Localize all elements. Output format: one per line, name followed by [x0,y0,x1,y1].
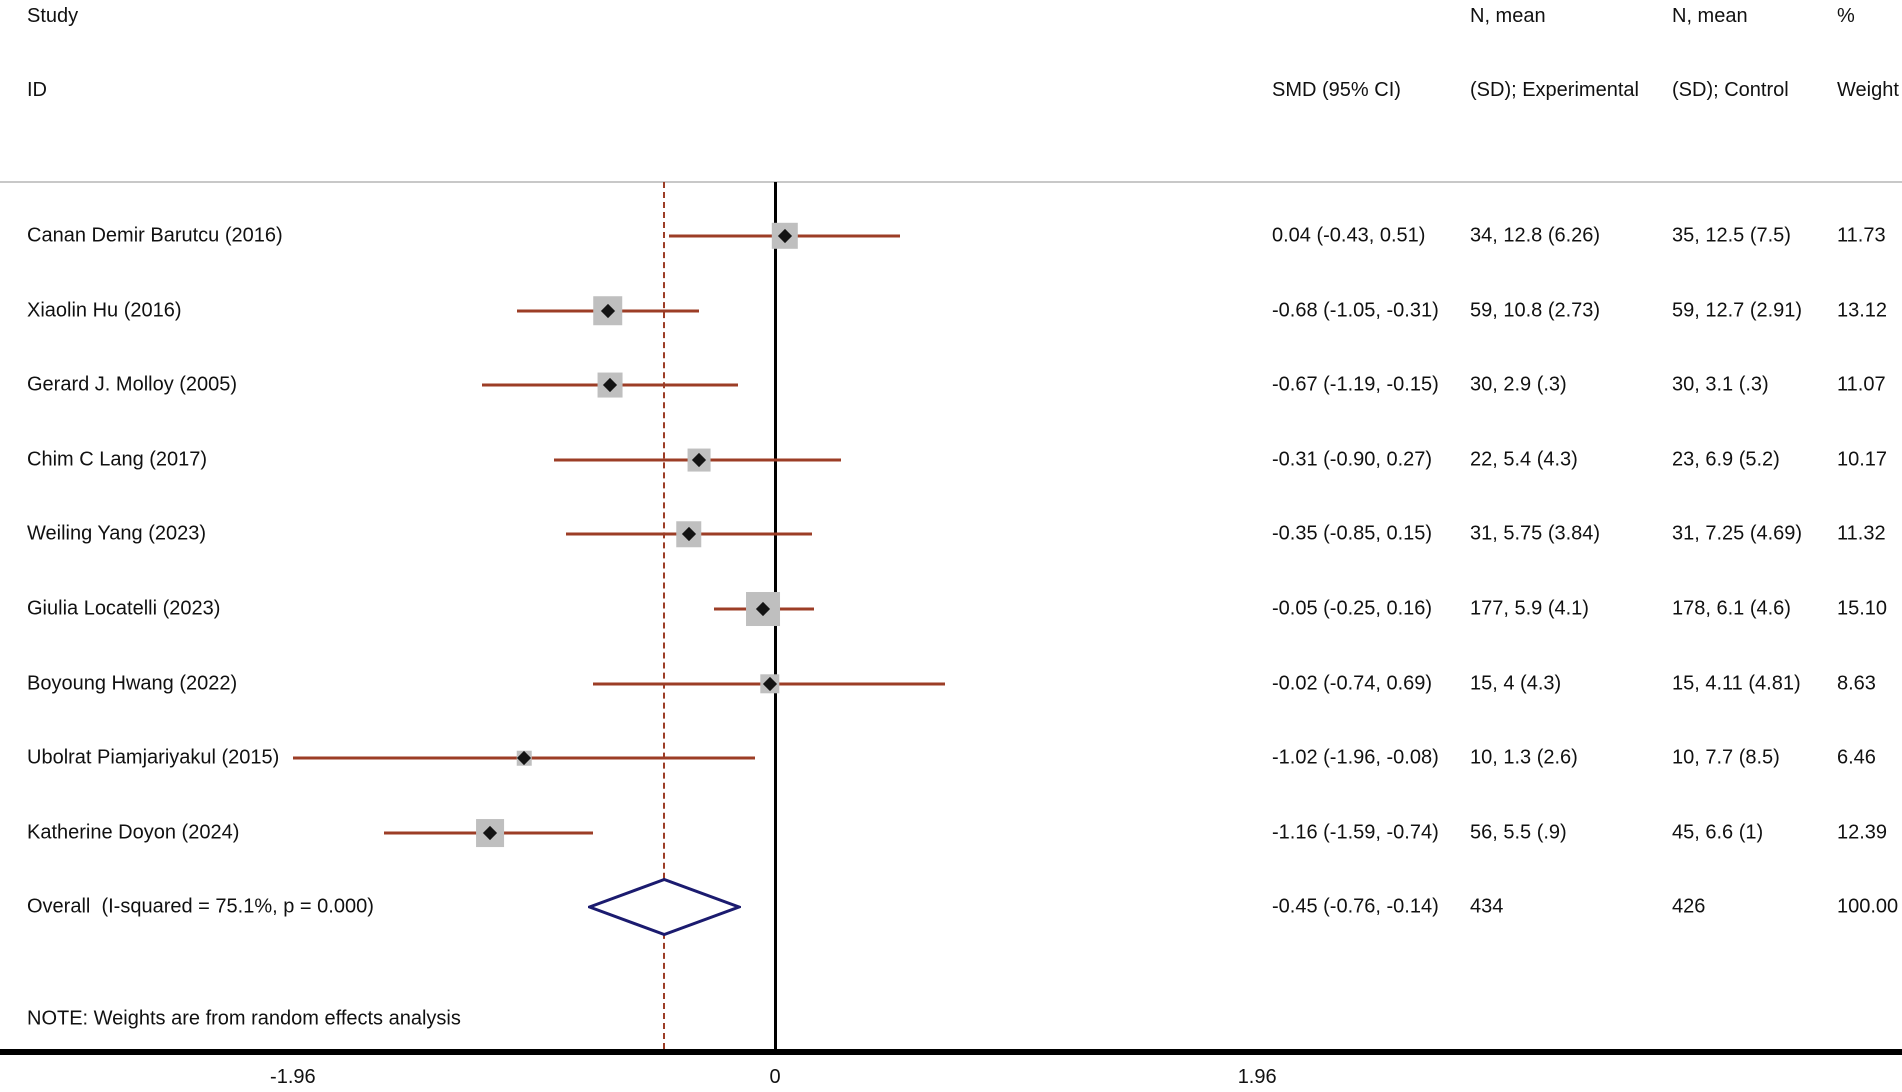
control-value: 23, 6.9 (5.2) [1672,448,1780,471]
study-id-label: Canan Demir Barutcu (2016) [27,224,283,247]
experimental-value: 10, 1.3 (2.6) [1470,746,1578,769]
overall-weight-value: 100.00 [1837,895,1899,918]
overall-n-experimental: 434 [1470,895,1504,918]
weight-value: 11.32 [1837,522,1886,545]
column-header-weight-line2: Weight [1837,79,1899,101]
experimental-value: 31, 5.75 (3.84) [1470,522,1601,545]
smd-ci-value: 0.04 (-0.43, 0.51) [1272,224,1426,247]
column-header-study: Study [27,5,79,27]
column-header-control-line2: (SD); Control [1672,79,1789,101]
control-value: 15, 4.11 (4.81) [1672,672,1801,695]
weight-value: 12.39 [1837,821,1888,844]
smd-ci-value: -0.67 (-1.19, -0.15) [1272,373,1439,396]
study-id-label: Xiaolin Hu (2016) [27,299,182,322]
note-text: NOTE: Weights are from random effects an… [27,1007,461,1030]
experimental-value: 15, 4 (4.3) [1470,672,1562,695]
pooled-effect-dashed-line [663,182,666,1049]
smd-ci-value: -1.16 (-1.59, -0.74) [1272,821,1439,844]
control-value: 59, 12.7 (2.91) [1672,299,1803,322]
smd-ci-value: -0.68 (-1.05, -0.31) [1272,299,1439,322]
weight-value: 6.46 [1837,746,1876,769]
overall-label: Overall (I-squared = 75.1%, p = 0.000) [27,895,374,918]
study-id-label: Weiling Yang (2023) [27,522,207,545]
weight-value: 13.12 [1837,299,1888,322]
experimental-value: 177, 5.9 (4.1) [1470,597,1589,620]
control-value: 10, 7.7 (8.5) [1672,746,1780,769]
experimental-value: 34, 12.8 (6.26) [1470,224,1601,247]
smd-ci-value: -0.35 (-0.85, 0.15) [1272,522,1433,545]
overall-n-control: 426 [1672,895,1706,918]
experimental-value: 59, 10.8 (2.73) [1470,299,1601,322]
study-id-label: Boyoung Hwang (2022) [27,672,238,695]
experimental-value: 22, 5.4 (4.3) [1470,448,1578,471]
weight-value: 11.73 [1837,224,1886,247]
x-axis-tick-label: 1.96 [1237,1066,1277,1088]
smd-ci-value: -0.02 (-0.74, 0.69) [1272,672,1433,695]
column-header-weight-line1: % [1837,5,1855,27]
control-value: 30, 3.1 (.3) [1672,373,1769,396]
column-header-smd-ci: SMD (95% CI) [1272,79,1401,101]
x-axis-line [0,1049,1902,1055]
column-header-experimental-line2: (SD); Experimental [1470,79,1639,101]
smd-ci-value: -0.05 (-0.25, 0.16) [1272,597,1433,620]
control-value: 45, 6.6 (1) [1672,821,1764,844]
overall-smd-ci-value: -0.45 (-0.76, -0.14) [1272,895,1439,918]
study-id-label: Gerard J. Molloy (2005) [27,373,238,396]
study-id-label: Chim C Lang (2017) [27,448,208,471]
control-value: 178, 6.1 (4.6) [1672,597,1791,620]
experimental-value: 30, 2.9 (.3) [1470,373,1567,396]
control-value: 31, 7.25 (4.69) [1672,522,1803,545]
weight-value: 15.10 [1837,597,1888,620]
weight-value: 10.17 [1837,448,1888,471]
overall-diamond [588,878,741,937]
control-value: 35, 12.5 (7.5) [1672,224,1791,247]
x-axis-tick-label: 0 [769,1066,781,1088]
column-header-experimental-line1: N, mean [1470,5,1546,27]
weight-value: 8.63 [1837,672,1876,695]
study-id-label: Katherine Doyon (2024) [27,821,240,844]
study-id-label: Ubolrat Piamjariyakul (2015) [27,746,280,769]
experimental-value: 56, 5.5 (.9) [1470,821,1567,844]
header-separator-line [0,181,1902,183]
smd-ci-value: -0.31 (-0.90, 0.27) [1272,448,1433,471]
weight-value: 11.07 [1837,373,1886,396]
column-header-control-line1: N, mean [1672,5,1748,27]
column-header-id: ID [27,79,47,101]
study-id-label: Giulia Locatelli (2023) [27,597,221,620]
x-axis-tick-label: -1.96 [270,1066,316,1088]
smd-ci-value: -1.02 (-1.96, -0.08) [1272,746,1439,769]
